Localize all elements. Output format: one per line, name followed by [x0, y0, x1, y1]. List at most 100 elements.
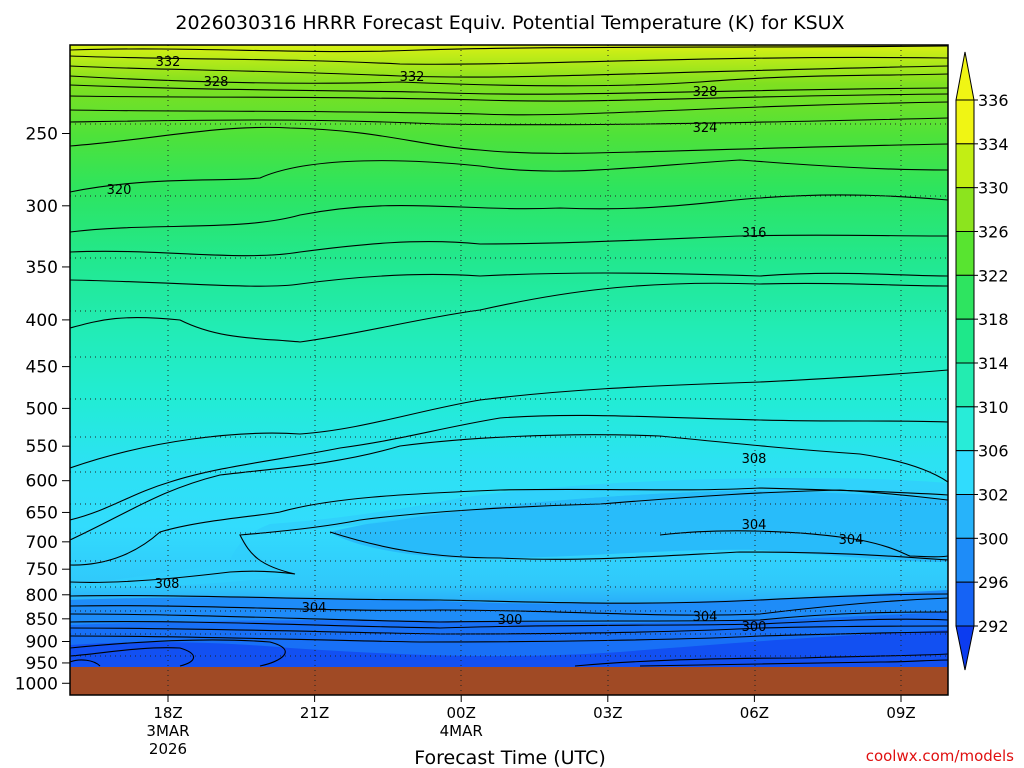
colorbar-label: 326	[978, 223, 1009, 242]
ground	[70, 667, 948, 695]
contour-label: 300	[498, 613, 523, 628]
y-tick-label: 350	[26, 258, 58, 278]
y-tick-label: 550	[26, 437, 58, 457]
contour-line	[70, 194, 948, 233]
colorbar-label: 306	[978, 442, 1009, 461]
colorbar-segment	[955, 231, 975, 276]
contour-line	[70, 489, 948, 583]
contour-line	[70, 65, 948, 78]
contour-label: 300	[742, 620, 767, 635]
y-tick-label: 950	[26, 654, 58, 674]
contour-label: 304	[742, 518, 767, 533]
contour-line	[574, 653, 948, 667]
colorbar-label: 302	[978, 486, 1009, 505]
field-blob-304	[330, 490, 948, 562]
colorbar-label: 330	[978, 179, 1009, 198]
y-tick-label: 450	[26, 358, 58, 378]
contour-line	[70, 101, 948, 116]
contour-label: 316	[742, 226, 767, 241]
colorbar-label: 322	[978, 266, 1009, 285]
contour-line	[70, 126, 948, 154]
colorbar-label: 314	[978, 354, 1009, 373]
contour-line	[70, 84, 948, 95]
contour-line	[70, 234, 948, 257]
contour-line	[70, 434, 948, 541]
colorbar-segment	[955, 187, 975, 233]
colorbar-label: 296	[978, 573, 1009, 592]
credit-text: coolwx.com/models	[866, 747, 1014, 765]
grid	[70, 45, 948, 695]
contour-line	[70, 618, 948, 629]
contour-line	[70, 611, 948, 623]
colorbar-segment	[955, 99, 975, 145]
field-blob-306	[70, 478, 948, 588]
y-tick-label: 500	[26, 399, 58, 419]
contour-lines	[70, 45, 948, 667]
x-tick-sublabel: 4MAR	[440, 722, 483, 740]
contour-label: 328	[693, 85, 718, 100]
contour-line	[70, 55, 948, 65]
colorbar: 336 334 330 326 322 318 314 310 306 302 300 296 292	[955, 51, 1009, 671]
contour-line	[70, 639, 286, 667]
colorbar-label: 300	[978, 529, 1009, 548]
contour-line	[70, 117, 948, 126]
contour-label: 304	[302, 601, 327, 616]
y-tick-label: 650	[26, 503, 58, 523]
y-tick-label: 750	[26, 560, 58, 580]
y-tick-label: 250	[26, 124, 58, 144]
contour-line	[70, 659, 101, 667]
contour-line	[70, 93, 948, 102]
colorbar-label: 292	[978, 617, 1009, 636]
colorbar-segment	[955, 318, 975, 364]
contour-label: 304	[839, 533, 864, 548]
y-tick-label: 400	[26, 311, 58, 331]
contour-line	[639, 659, 948, 667]
contour-line	[70, 625, 948, 635]
colorbar-segment	[955, 494, 975, 539]
x-tick-label: 21Z	[300, 704, 329, 722]
field-background	[70, 45, 948, 695]
contour-line	[70, 487, 948, 566]
x-axis-title: Forecast Time (UTC)	[414, 747, 605, 768]
colorbar-segment	[955, 537, 975, 583]
colorbar-label: 336	[978, 91, 1009, 110]
x-tick-label: 09Z	[886, 704, 915, 722]
contour-label: 332	[156, 55, 181, 70]
y-tick-label: 300	[26, 197, 58, 217]
colorbar-segment	[955, 406, 975, 452]
contour-labels: 332 328 332 328 324 320 316 308 308 304 …	[107, 55, 864, 635]
contour-label: 328	[204, 75, 229, 90]
y-tick-label: 1000	[15, 674, 58, 694]
colorbar-label: 334	[978, 135, 1009, 154]
y-tick-label: 600	[26, 472, 58, 492]
colorbar-segment	[955, 362, 975, 408]
contour-label: 324	[693, 121, 718, 136]
contour-label: 308	[155, 577, 180, 592]
y-tick-label: 800	[26, 586, 58, 606]
contour-line	[70, 631, 948, 643]
colorbar-label: 318	[978, 310, 1009, 329]
y-tick-label: 900	[26, 632, 58, 652]
contour-line	[70, 414, 948, 521]
contour-line	[70, 73, 948, 87]
x-tick-sublabel: 2026	[149, 740, 187, 758]
x-tick-sublabel: 3MAR	[146, 722, 189, 740]
colorbar-segment	[955, 450, 975, 495]
y-tick-label: 700	[26, 533, 58, 553]
colorbar-extend-min	[955, 625, 975, 671]
contour-line	[70, 647, 195, 667]
chart-title: 2026030316 HRRR Forecast Equiv. Potentia…	[175, 12, 844, 34]
colorbar-label: 310	[978, 398, 1009, 417]
contour-line	[70, 282, 948, 343]
plot-area	[70, 45, 948, 695]
y-axis: 2503003504004505005506006507007508008509…	[15, 124, 70, 694]
contour-line	[70, 159, 948, 193]
contour-label: 304	[693, 610, 718, 625]
y-tick-label: 850	[26, 610, 58, 630]
contour-line	[70, 272, 948, 287]
contour-line	[70, 593, 948, 604]
contour-line	[70, 369, 948, 469]
contour-label: 308	[742, 452, 767, 467]
